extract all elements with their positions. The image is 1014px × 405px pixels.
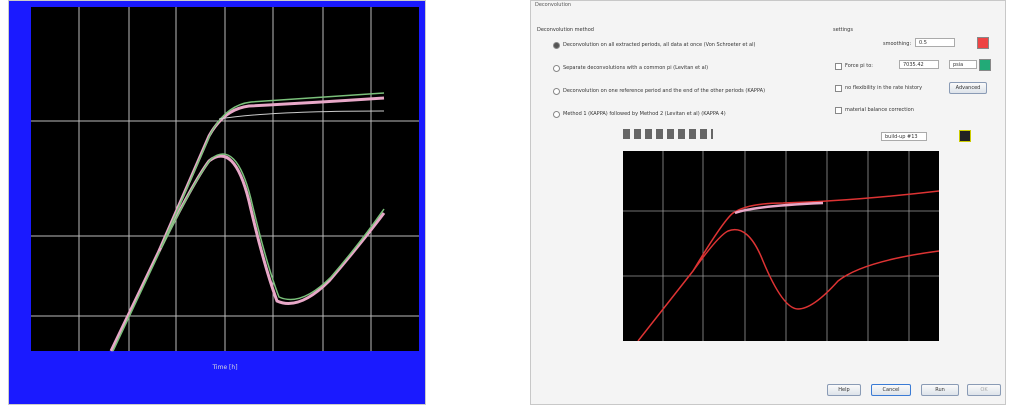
no-flexibility-label: no flexibility in the rate history bbox=[845, 85, 923, 91]
plot: Time [h] bbox=[31, 7, 419, 371]
icon-button[interactable] bbox=[977, 37, 989, 49]
method-option[interactable]: Method 1 (KAPPA) followed by Method 2 (L… bbox=[563, 111, 726, 117]
icon-button[interactable] bbox=[959, 130, 971, 142]
unit-select[interactable]: psia bbox=[949, 60, 977, 69]
plot-window: Time [h] bbox=[8, 0, 426, 405]
method-option[interactable]: Deconvolution on all extracted periods, … bbox=[563, 42, 756, 48]
dialog-title: Deconvolution bbox=[535, 2, 572, 8]
settings-heading: settings bbox=[833, 27, 853, 33]
ok-button[interactable]: OK bbox=[967, 384, 1001, 396]
icon-button[interactable] bbox=[979, 59, 991, 71]
radio[interactable] bbox=[553, 111, 560, 118]
checkbox[interactable] bbox=[835, 107, 842, 114]
x-axis-label: Time [h] bbox=[211, 364, 237, 371]
method-option[interactable]: Separate deconvolutions with a common pi… bbox=[563, 65, 709, 71]
radio[interactable] bbox=[553, 42, 560, 49]
period-select[interactable]: build-up #13 bbox=[881, 132, 927, 141]
help-button[interactable]: Help bbox=[827, 384, 861, 396]
checkbox[interactable] bbox=[835, 63, 842, 70]
cancel-button[interactable]: Cancel bbox=[871, 384, 911, 396]
preview-plot bbox=[623, 151, 939, 341]
method-heading: Deconvolution method bbox=[537, 27, 594, 33]
method-option[interactable]: Deconvolution on one reference period an… bbox=[563, 88, 766, 94]
force-pi-input[interactable]: 7035.42 bbox=[899, 60, 939, 69]
grid bbox=[31, 7, 419, 351]
checkbox[interactable] bbox=[835, 85, 842, 92]
dialog: Deconvolution Deconvolution method Decon… bbox=[530, 0, 1006, 405]
curves bbox=[109, 92, 386, 352]
force-pi-label: Force pi to: bbox=[845, 63, 873, 69]
toolbar[interactable] bbox=[623, 129, 713, 139]
advanced-button[interactable]: Advanced bbox=[949, 82, 987, 94]
smoothing-input[interactable]: 0.5 bbox=[915, 38, 955, 47]
radio[interactable] bbox=[553, 88, 560, 95]
material-balance-label: material balance correction bbox=[845, 107, 914, 113]
run-button[interactable]: Run bbox=[921, 384, 959, 396]
smoothing-label: smoothing: bbox=[883, 41, 912, 47]
radio[interactable] bbox=[553, 65, 560, 72]
